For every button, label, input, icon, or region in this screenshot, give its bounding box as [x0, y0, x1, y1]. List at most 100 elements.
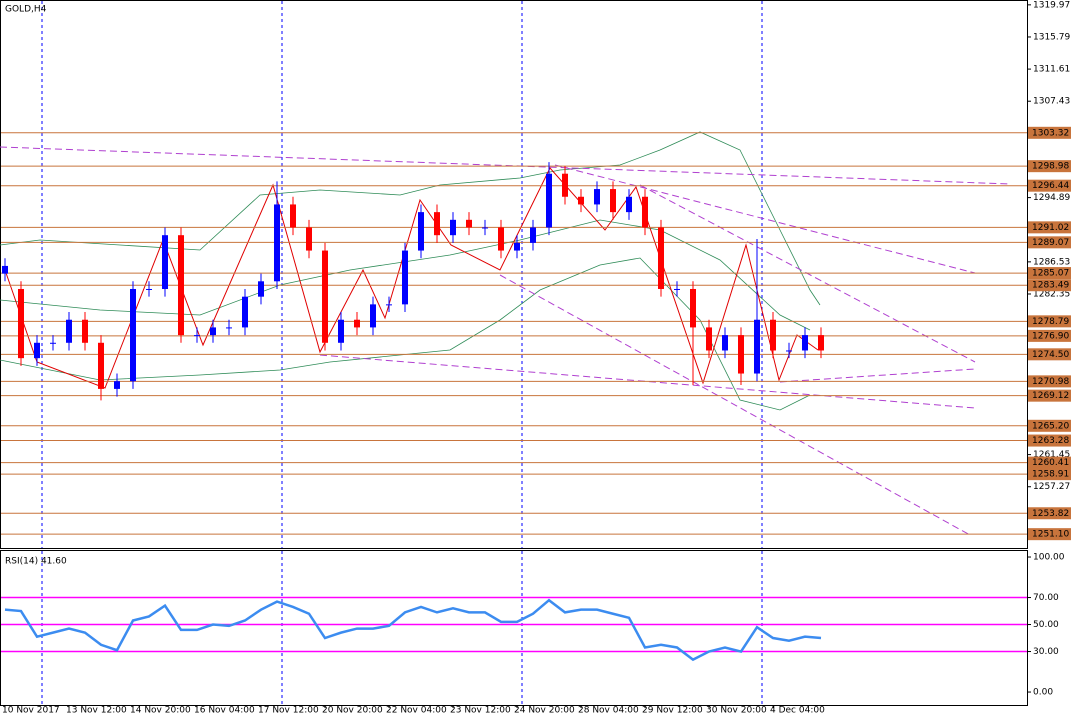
y-tick-label: 1294.89: [1033, 193, 1070, 203]
candle-body: [546, 173, 552, 228]
level-box: [1028, 267, 1071, 280]
y-tick-label: 1319.97: [1033, 0, 1070, 10]
level-box: [1028, 375, 1071, 388]
level-label: 1291.02: [1032, 223, 1069, 233]
level-label: 1296.44: [1032, 181, 1069, 191]
level-label: 1274.50: [1032, 350, 1069, 360]
candle-body: [450, 219, 456, 236]
x-tick-label: 28 Nov 04:00: [578, 706, 639, 716]
rsi-title: RSI(14) 41.60: [5, 557, 67, 567]
level-label: 1285.07: [1032, 269, 1069, 279]
level-box: [1028, 528, 1071, 541]
rsi-tick-label: 0.00: [1033, 688, 1053, 698]
level-label: 1270.98: [1032, 377, 1069, 387]
candle-body: [610, 189, 616, 213]
level-box: [1028, 126, 1071, 139]
candle-body: [386, 304, 392, 306]
candle-body: [306, 227, 312, 251]
rsi-tick-label: 70.00: [1033, 593, 1059, 603]
level-label: 1253.82: [1032, 509, 1069, 519]
x-tick-label: 14 Nov 20:00: [130, 706, 191, 716]
candle-body: [66, 319, 72, 343]
level-label: 1303.32: [1032, 128, 1069, 138]
candle-body: [786, 350, 792, 352]
x-tick-label: 10 Nov 2017: [2, 706, 60, 716]
candle-body: [594, 189, 600, 205]
lower-band: [0, 257, 811, 411]
y-tick-label: 1261.45: [1033, 450, 1070, 460]
level-label: 1265.20: [1032, 421, 1069, 431]
y-tick-label: 1307.43: [1033, 97, 1070, 107]
trend-line: [0, 146, 1011, 185]
rsi-tick-label: 100.00: [1033, 553, 1065, 563]
candle-body: [562, 173, 568, 197]
x-tick-label: 20 Nov 20:00: [322, 706, 383, 716]
level-box: [1028, 419, 1071, 432]
level-box: [1028, 329, 1071, 342]
level-box: [1028, 179, 1071, 192]
level-box: [1028, 236, 1071, 249]
candle-body: [434, 212, 440, 236]
y-tick-label: 1257.27: [1033, 482, 1070, 492]
level-box: [1028, 456, 1071, 469]
rsi-panel: [0, 550, 1028, 706]
candle-body: [754, 319, 760, 374]
x-tick-label: 13 Nov 12:00: [66, 706, 127, 716]
x-tick-label: 22 Nov 04:00: [386, 706, 447, 716]
candle-body: [210, 327, 216, 336]
level-box: [1028, 348, 1071, 361]
candle-body: [466, 219, 472, 228]
y-tick-label: 1286.53: [1033, 257, 1070, 267]
level-label: 1289.07: [1032, 238, 1069, 248]
candle-body: [18, 288, 24, 359]
level-label: 1276.90: [1032, 331, 1069, 341]
candle-body: [530, 227, 536, 243]
candle-body: [162, 235, 168, 289]
candle-body: [242, 296, 248, 328]
rsi-line: [4, 598, 822, 662]
candle-body: [578, 196, 584, 205]
candle-body: [2, 265, 8, 274]
candle-body: [178, 235, 184, 336]
candle-body: [690, 288, 696, 328]
candle-body: [34, 342, 40, 359]
candle-body: [674, 288, 680, 290]
level-box: [1028, 315, 1071, 328]
x-tick-label: 29 Nov 12:00: [642, 706, 703, 716]
level-box: [1028, 221, 1071, 234]
x-tick-label: 16 Nov 04:00: [194, 706, 255, 716]
candle-body: [498, 227, 504, 251]
x-tick-label: 17 Nov 12:00: [258, 706, 319, 716]
candle-body: [98, 342, 104, 389]
rsi-tick-label: 50.00: [1033, 620, 1059, 630]
trend-line: [554, 164, 976, 274]
candle-body: [770, 319, 776, 351]
candle-body: [658, 227, 664, 289]
marks: [2, 162, 824, 662]
candle-body: [82, 319, 88, 343]
candle-body: [226, 327, 232, 329]
candle-body: [114, 381, 120, 389]
x-tick-label: 30 Nov 20:00: [706, 706, 767, 716]
candle-body: [338, 319, 344, 343]
level-box: [1028, 468, 1071, 481]
y-tick-label: 1311.61: [1033, 65, 1070, 75]
y-tick-label: 1315.79: [1033, 32, 1070, 42]
level-box: [1028, 434, 1071, 447]
level-label: 1258.91: [1032, 470, 1069, 480]
candle-body: [706, 327, 712, 351]
candle-body: [50, 342, 56, 344]
candle-body: [322, 250, 328, 343]
candle-body: [370, 304, 376, 328]
main-panel: [0, 0, 1028, 549]
candle-body: [130, 288, 136, 382]
candle-body: [418, 212, 424, 251]
x-tick-label: 24 Nov 20:00: [514, 706, 575, 716]
candle-body: [402, 250, 408, 305]
candle-body: [802, 335, 808, 351]
x-tick-label: 4 Dec 04:00: [770, 706, 825, 716]
candle-body: [146, 288, 152, 290]
candle-body: [514, 242, 520, 251]
level-label: 1251.10: [1032, 530, 1069, 540]
